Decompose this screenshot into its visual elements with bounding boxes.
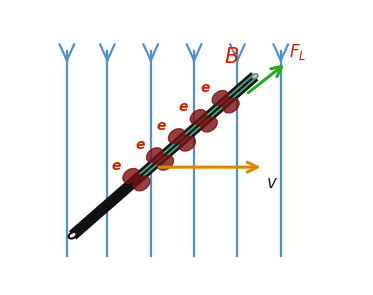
- Ellipse shape: [123, 168, 139, 183]
- Ellipse shape: [168, 129, 185, 143]
- Ellipse shape: [179, 136, 195, 151]
- Text: e: e: [112, 159, 121, 173]
- Ellipse shape: [147, 148, 163, 163]
- Text: e: e: [179, 100, 188, 114]
- Text: $B$: $B$: [224, 47, 239, 67]
- Text: $v$: $v$: [266, 174, 278, 192]
- Ellipse shape: [190, 110, 207, 124]
- Ellipse shape: [252, 74, 258, 79]
- Ellipse shape: [223, 98, 239, 113]
- Ellipse shape: [134, 176, 150, 191]
- Text: e: e: [135, 138, 144, 152]
- Text: $F_L$: $F_L$: [289, 42, 307, 62]
- Ellipse shape: [69, 232, 76, 239]
- Text: e: e: [201, 81, 210, 95]
- Ellipse shape: [157, 155, 173, 170]
- Ellipse shape: [212, 91, 228, 105]
- Ellipse shape: [201, 117, 217, 132]
- Text: e: e: [157, 119, 166, 133]
